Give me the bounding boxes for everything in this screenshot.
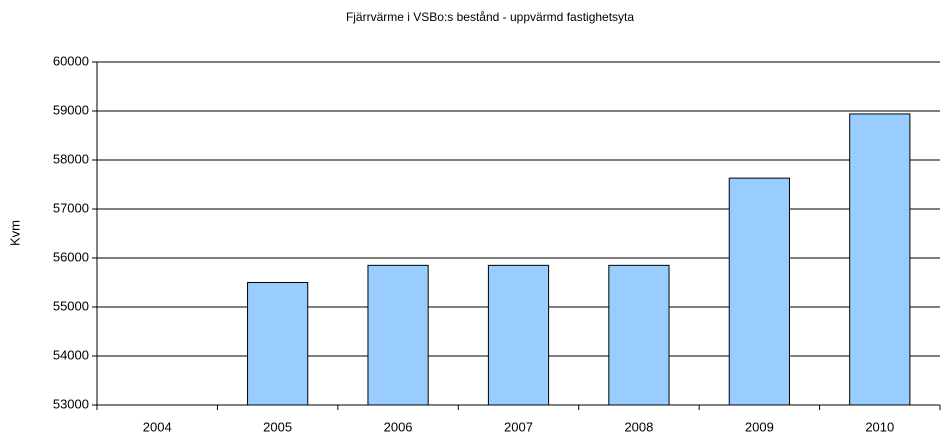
bar [849,113,911,406]
y-tick-label: 55000 [53,298,89,313]
x-tick-label: 2007 [504,419,533,434]
x-tick-label: 2004 [143,419,172,434]
x-tick-label: 2006 [384,419,413,434]
bar [487,264,550,406]
x-tick-label: 2009 [745,419,774,434]
y-axis-label: Kvm [7,220,22,246]
x-tick-label: 2005 [263,419,292,434]
chart-title: Fjärrvärme i VSBo:s bestånd - uppvärmd f… [346,10,634,24]
y-tick-label: 58000 [53,151,89,166]
y-tick-label: 57000 [53,200,89,215]
bar [247,282,309,406]
y-tick-label: 59000 [53,102,89,117]
bar [608,264,670,406]
y-tick-label: 60000 [53,53,89,68]
y-tick-label: 53000 [53,396,89,411]
bar [728,177,790,406]
y-tick-label: 56000 [53,249,89,264]
y-tick-label: 54000 [53,347,89,362]
bar [367,264,429,406]
x-tick-label: 2008 [624,419,653,434]
x-tick-label: 2010 [865,419,894,434]
